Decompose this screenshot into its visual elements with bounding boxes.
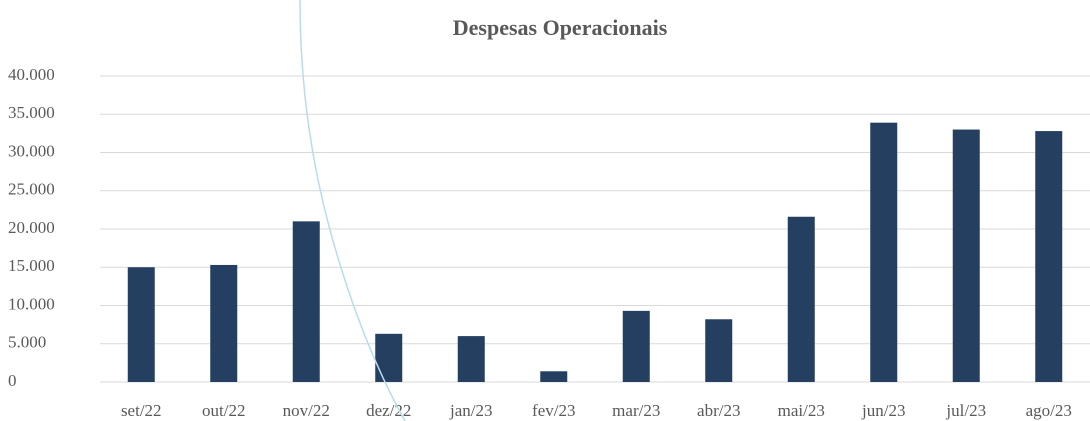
bar <box>540 371 568 382</box>
y-tick-label: 30.000 <box>8 141 55 160</box>
x-tick-label: dez/22 <box>366 401 411 420</box>
x-tick-label: out/22 <box>202 401 245 420</box>
bar <box>787 216 815 382</box>
decorative-curve <box>299 0 406 421</box>
y-tick-label: 0 <box>8 371 17 390</box>
bar <box>1035 131 1063 382</box>
y-tick-label: 40.000 <box>8 65 55 84</box>
bar <box>952 129 980 382</box>
y-tick-label: 5.000 <box>8 333 46 352</box>
bar <box>375 333 403 382</box>
bar <box>127 267 155 382</box>
x-tick-label: jun/23 <box>861 401 905 420</box>
y-tick-label: 10.000 <box>8 294 55 313</box>
y-tick-label: 15.000 <box>8 256 55 275</box>
x-tick-label: mar/23 <box>612 401 660 420</box>
x-tick-label: ago/23 <box>1026 401 1072 420</box>
x-tick-label: nov/22 <box>283 401 330 420</box>
chart-title: Despesas Operacionais <box>453 15 668 40</box>
bar <box>457 336 485 382</box>
plot-area: 0 5.000 10.000 15.000 20.000 25.000 30.000 35.0… <box>8 65 1090 420</box>
x-tick-label: jul/23 <box>945 401 986 420</box>
bar <box>622 310 650 382</box>
bar <box>870 122 898 382</box>
bar <box>292 221 320 382</box>
y-tick-label: 35.000 <box>8 103 55 122</box>
x-tick-label: abr/23 <box>697 401 740 420</box>
x-tick-label: mai/23 <box>778 401 825 420</box>
y-tick-label: 25.000 <box>8 180 55 199</box>
y-tick-label: 20.000 <box>8 218 55 237</box>
bar <box>210 264 238 382</box>
x-tick-label: jan/23 <box>449 401 493 420</box>
x-tick-label: set/22 <box>121 401 162 420</box>
x-tick-label: fev/23 <box>532 401 575 420</box>
bar <box>705 319 733 382</box>
